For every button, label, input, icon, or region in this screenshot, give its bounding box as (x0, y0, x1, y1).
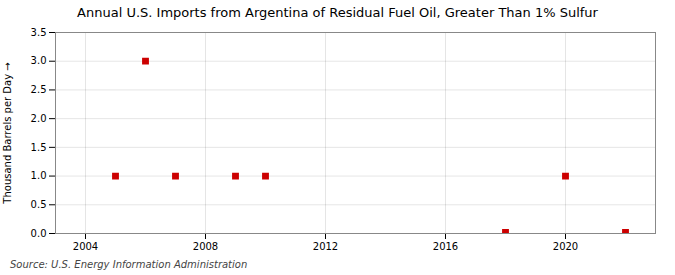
svg-text:2016: 2016 (433, 241, 458, 252)
svg-text:0.0: 0.0 (31, 228, 47, 239)
html-text:Annual U.S. Imports from Argen: Annual U.S. Imports from Argentina of Re… (77, 5, 598, 20)
svg-text:0.5: 0.5 (31, 199, 47, 210)
svg-text:2004: 2004 (73, 241, 98, 252)
svg-text:1.0: 1.0 (31, 170, 47, 181)
svg-text:1.5: 1.5 (31, 142, 47, 153)
svg-text:Thousand Barrels per Day →: Thousand Barrels per Day → (2, 62, 13, 204)
svg-text:2.0: 2.0 (31, 113, 47, 124)
svg-text:2008: 2008 (193, 241, 218, 252)
html-text:Source: U.S. Energy Informatio: Source: U.S. Energy Information Administ… (10, 259, 248, 270)
svg-text:2020: 2020 (553, 241, 578, 252)
svg-text:2012: 2012 (313, 241, 338, 252)
svg-text:3.5: 3.5 (31, 27, 47, 38)
svg-text:2.5: 2.5 (31, 84, 47, 95)
svg-text:3.0: 3.0 (31, 55, 47, 66)
